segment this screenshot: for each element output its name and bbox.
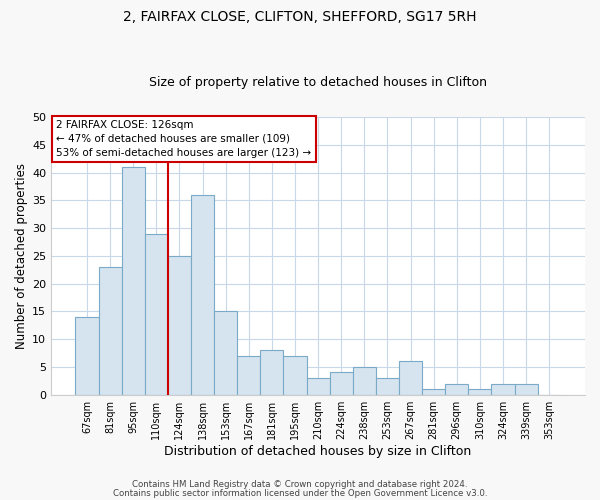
Bar (468, 389, 491, 394)
Text: Contains public sector information licensed under the Open Government Licence v3: Contains public sector information licen… (113, 488, 487, 498)
Text: Contains HM Land Registry data © Crown copyright and database right 2024.: Contains HM Land Registry data © Crown c… (132, 480, 468, 489)
Title: Size of property relative to detached houses in Clifton: Size of property relative to detached ho… (149, 76, 487, 90)
Bar (98, 267, 122, 394)
Bar (491, 384, 515, 394)
Bar (260, 350, 283, 395)
Bar (237, 356, 260, 395)
Bar (122, 167, 145, 394)
Bar (353, 367, 376, 394)
Y-axis label: Number of detached properties: Number of detached properties (15, 163, 28, 349)
Bar (515, 384, 538, 394)
Bar (329, 372, 353, 394)
Bar (168, 256, 191, 394)
Bar (307, 378, 329, 394)
Bar (145, 234, 168, 394)
Bar (76, 317, 98, 394)
Text: 2 FAIRFAX CLOSE: 126sqm
← 47% of detached houses are smaller (109)
53% of semi-d: 2 FAIRFAX CLOSE: 126sqm ← 47% of detache… (56, 120, 311, 158)
Bar (191, 195, 214, 394)
Bar (422, 389, 445, 394)
Bar (214, 312, 237, 394)
Bar (283, 356, 307, 395)
Text: 2, FAIRFAX CLOSE, CLIFTON, SHEFFORD, SG17 5RH: 2, FAIRFAX CLOSE, CLIFTON, SHEFFORD, SG1… (123, 10, 477, 24)
Bar (445, 384, 468, 394)
X-axis label: Distribution of detached houses by size in Clifton: Distribution of detached houses by size … (164, 444, 472, 458)
Bar (399, 362, 422, 394)
Bar (376, 378, 399, 394)
